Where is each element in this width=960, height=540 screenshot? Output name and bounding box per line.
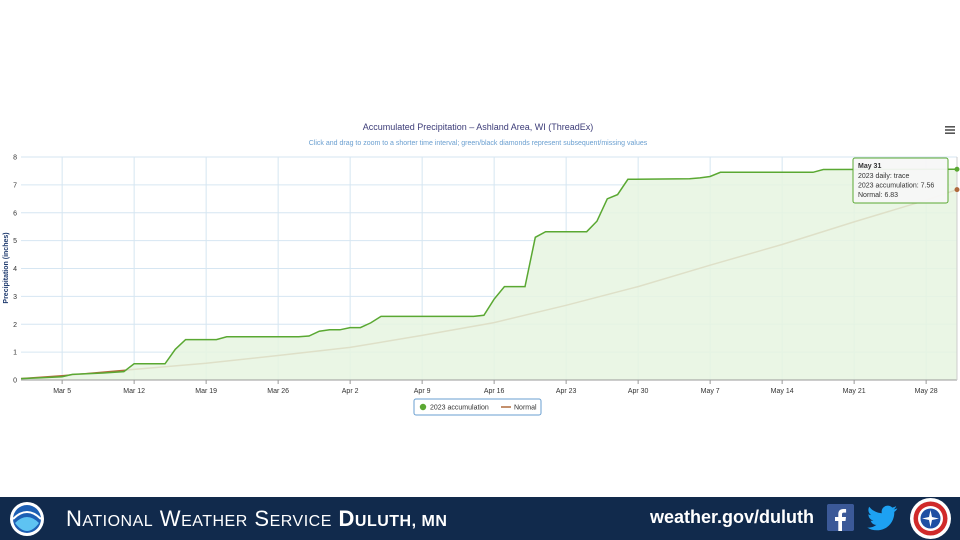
hamburger-menu-icon[interactable] <box>944 124 956 136</box>
footer-bar: NATIONAL WEATHER SERVICE DULUTH, MN weat… <box>0 497 960 540</box>
normal-hover-point <box>954 187 960 193</box>
legend-box <box>413 398 542 416</box>
x-tick-label: Mar 19 <box>195 388 217 395</box>
y-tick-label: 6 <box>13 210 17 217</box>
legend-accumulation-marker[interactable] <box>419 403 427 411</box>
legend-accumulation-label[interactable]: 2023 accumulation <box>430 405 489 412</box>
website-link[interactable]: weather.gov/duluth <box>650 507 815 527</box>
y-tick-label: 2 <box>13 322 17 329</box>
x-tick-label: May 28 <box>915 388 938 395</box>
legend[interactable]: 2023 accumulation Normal <box>413 398 542 416</box>
x-tick-label: May 7 <box>701 388 720 395</box>
legend-normal-label[interactable]: Normal <box>514 405 537 412</box>
chart-title: Accumulated Precipitation – Ashland Area… <box>363 122 594 132</box>
chart-subtitle: Click and drag to zoom to a shorter time… <box>309 140 648 147</box>
tooltip-line: 2023 accumulation: 7.56 <box>858 183 934 190</box>
y-axis-label: Precipitation (inches) <box>3 232 10 303</box>
y-tick-label: 5 <box>13 238 17 245</box>
nws-logo[interactable] <box>909 497 952 540</box>
facebook-icon[interactable] <box>827 504 854 531</box>
y-tick-label: 0 <box>13 378 17 385</box>
x-tick-label: May 14 <box>771 388 794 395</box>
x-tick-label: Mar 12 <box>123 388 145 395</box>
tooltip-line: 2023 daily: trace <box>858 173 909 180</box>
accumulation-hover-point <box>954 166 960 172</box>
x-tick-label: Apr 9 <box>414 388 431 395</box>
y-tick-label: 8 <box>13 155 17 162</box>
x-tick-label: Mar 5 <box>53 388 71 395</box>
x-tick-label: May 21 <box>843 388 866 395</box>
accumulation-series <box>20 168 958 380</box>
y-tick-label: 1 <box>13 350 17 357</box>
y-tick-label: 7 <box>13 182 17 189</box>
x-tick-label: Apr 2 <box>342 388 359 395</box>
twitter-icon[interactable] <box>865 502 899 534</box>
tooltip-title: May 31 <box>858 163 881 170</box>
x-tick-label: Mar 26 <box>267 388 289 395</box>
accumulation-area <box>21 169 957 380</box>
tooltip: May 31 2023 daily: trace 2023 accumulation… <box>852 157 949 204</box>
tooltip-box <box>852 157 949 204</box>
accumulation-line <box>20 168 958 380</box>
tooltip-line: Normal: 6.83 <box>858 192 898 199</box>
agency-name: NATIONAL WEATHER SERVICE DULUTH, MN <box>66 506 448 531</box>
y-tick-label: 3 <box>13 294 17 301</box>
x-tick-label: Apr 16 <box>484 388 505 395</box>
x-tick-label: Apr 30 <box>628 388 649 395</box>
axes <box>21 157 960 381</box>
y-tick-label: 4 <box>13 266 17 273</box>
x-tick-label: Apr 23 <box>556 388 577 395</box>
precipitation-chart[interactable]: Accumulated Precipitation – Ashland Area… <box>0 0 960 497</box>
noaa-logo[interactable] <box>9 501 45 537</box>
